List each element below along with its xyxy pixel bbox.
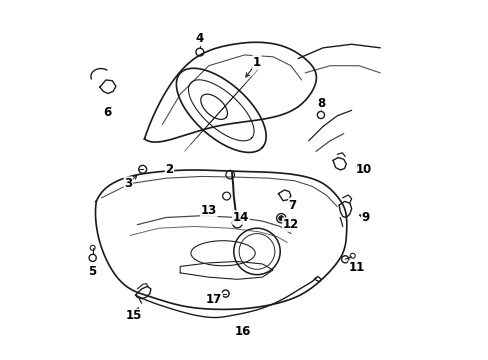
Text: 17: 17: [205, 293, 222, 306]
Text: 7: 7: [288, 198, 296, 212]
Text: 1: 1: [252, 55, 261, 69]
Text: 11: 11: [348, 261, 365, 274]
Text: 13: 13: [200, 204, 217, 217]
Text: 6: 6: [102, 105, 111, 119]
Text: 9: 9: [361, 211, 369, 224]
Text: 14: 14: [232, 211, 248, 224]
Text: 15: 15: [125, 309, 142, 322]
Text: 8: 8: [317, 97, 325, 110]
Text: 10: 10: [355, 163, 371, 176]
Text: 5: 5: [88, 265, 97, 278]
Text: 2: 2: [165, 163, 173, 176]
Text: 16: 16: [234, 325, 250, 338]
Text: 3: 3: [124, 177, 132, 190]
Circle shape: [278, 216, 283, 221]
Text: 4: 4: [195, 32, 203, 45]
Text: 12: 12: [282, 218, 299, 231]
